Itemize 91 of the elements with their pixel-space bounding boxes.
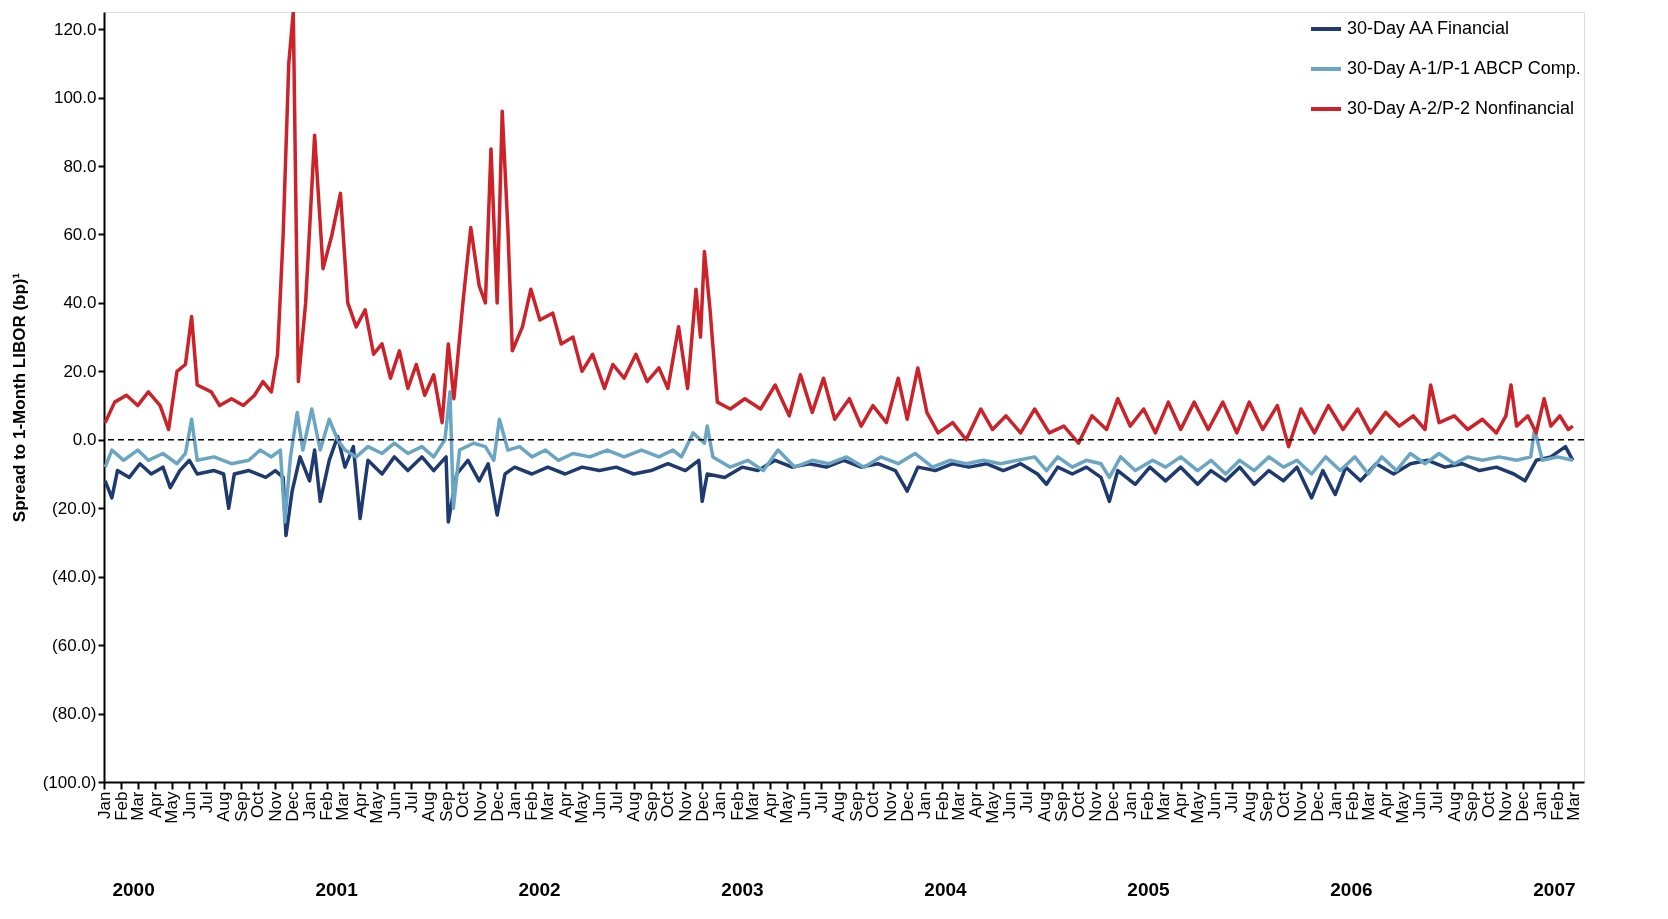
x-tick-label: Jun — [1410, 791, 1430, 819]
x-tick-label: Dec — [487, 791, 507, 822]
x-tick-label: Apr — [760, 791, 780, 818]
text: 2005 — [1127, 879, 1171, 900]
x-tick-label: Jun — [179, 791, 199, 819]
x-tick-label: Jan — [1530, 791, 1550, 819]
x-tick-label: Sep — [436, 791, 456, 822]
x-tick-label: Jul — [1017, 791, 1037, 814]
y-tick-label: 120.0 — [53, 19, 97, 39]
x-tick-label: May — [983, 791, 1003, 824]
text: 2000 — [112, 879, 155, 900]
x-tick-label: Oct — [1069, 791, 1088, 818]
x-tick-label: Aug — [214, 791, 234, 822]
x-tick-label: Apr — [555, 791, 575, 818]
y-tick-label: (100.0) — [42, 772, 97, 792]
y-tick-label: (40.0) — [52, 567, 97, 587]
x-tick-label: Oct — [1479, 791, 1499, 818]
x-tick-label: Jun — [1205, 791, 1225, 819]
x-tick-label: Sep — [641, 791, 661, 822]
x-tick-label: Aug — [1239, 791, 1259, 822]
x-tick-label: Jul — [196, 791, 216, 814]
x-tick-label: Sep — [231, 791, 251, 822]
x-tick-label: Nov — [1086, 791, 1106, 822]
x-tick-label: Sep — [1257, 791, 1277, 822]
y-tick-label: 60.0 — [63, 224, 97, 244]
x-tick-label: Jul — [401, 791, 421, 814]
x-tick-label: Aug — [419, 791, 439, 822]
legend-label: 30-Day AA Financial — [1347, 18, 1510, 38]
x-tick-label: May — [1393, 791, 1413, 824]
x-tick-label: Jul — [811, 791, 831, 814]
x-tick-label: Jan — [1120, 791, 1140, 819]
y-tick-label: (20.0) — [52, 498, 97, 518]
x-tick-label: Dec — [282, 791, 302, 822]
x-tick-label: Jan — [710, 791, 730, 819]
x-tick-label: Aug — [829, 791, 849, 822]
x-tick-label: Oct — [1274, 791, 1294, 818]
y-tick-label: (80.0) — [52, 704, 97, 724]
x-tick-label: Feb — [111, 791, 131, 821]
x-tick-label: Aug — [1444, 791, 1464, 822]
x-tick-label: Dec — [1513, 791, 1533, 822]
x-tick-label: Jan — [300, 791, 320, 819]
x-tick-label: Jan — [1325, 791, 1345, 819]
legend-label: 30-Day A-1/P-1 ABCP Comp. — [1347, 58, 1581, 78]
x-tick-label: Mar — [128, 791, 148, 821]
x-tick-label: Apr — [350, 791, 370, 818]
x-tick-label: Jan — [505, 791, 525, 819]
y-axis-title: Spread to 1-Month LIBOR (bp)¹ — [9, 272, 29, 523]
line-series — [104, 390, 1575, 524]
x-tick-label: Apr — [145, 791, 165, 818]
text: 2007 — [1533, 879, 1576, 900]
x-tick-label: Jul — [1427, 791, 1447, 814]
x-tick-label: Nov — [1496, 791, 1516, 822]
x-tick-label: Nov — [470, 791, 490, 822]
x-tick-label: Dec — [692, 791, 712, 822]
x-tick-label: Sep — [846, 791, 866, 822]
x-tick-label: Apr — [1376, 791, 1396, 818]
text: 2003 — [721, 879, 764, 900]
x-tick-label: Jun — [589, 791, 609, 819]
x-tick-label: May — [1188, 791, 1208, 824]
y-tick-label: 20.0 — [63, 361, 97, 381]
x-tick-label: Apr — [1171, 791, 1191, 818]
x-tick-label: Nov — [265, 791, 285, 822]
text: 2001 — [315, 879, 359, 900]
line-series — [104, 434, 1575, 538]
x-tick-label: Sep — [1052, 791, 1072, 822]
x-tick-label: Jun — [794, 791, 814, 819]
x-tick-label: Jul — [606, 791, 626, 814]
x-tick-label: Jun — [384, 791, 404, 819]
legend-label: 30-Day A-2/P-2 Nonfinancial — [1347, 98, 1575, 118]
x-tick-label: Aug — [624, 791, 644, 822]
x-tick-label: Jun — [1000, 791, 1020, 819]
x-tick-label: Nov — [675, 791, 695, 822]
x-tick-label: Sep — [1462, 791, 1482, 822]
text: 2004 — [924, 879, 968, 900]
text: 2006 — [1330, 879, 1373, 900]
x-tick-label: Nov — [880, 791, 900, 822]
x-tick-label: Nov — [1291, 791, 1311, 822]
x-tick-label: Aug — [1034, 791, 1054, 822]
x-tick-label: Jan — [915, 791, 935, 819]
x-tick-label: Dec — [1103, 791, 1123, 822]
x-tick-label: Dec — [1308, 791, 1328, 822]
x-tick-label: Dec — [897, 791, 917, 822]
x-tick-label: Apr — [966, 791, 986, 818]
y-tick-label: 40.0 — [63, 293, 97, 313]
y-tick-label: 80.0 — [63, 156, 97, 176]
text: 2002 — [518, 879, 561, 900]
x-tick-label: Jan — [94, 791, 114, 819]
x-tick-label: Jul — [1222, 791, 1242, 814]
y-tick-label: 100.0 — [53, 88, 97, 108]
y-tick-label: 0.0 — [72, 430, 97, 450]
y-tick-label: (60.0) — [52, 635, 97, 655]
